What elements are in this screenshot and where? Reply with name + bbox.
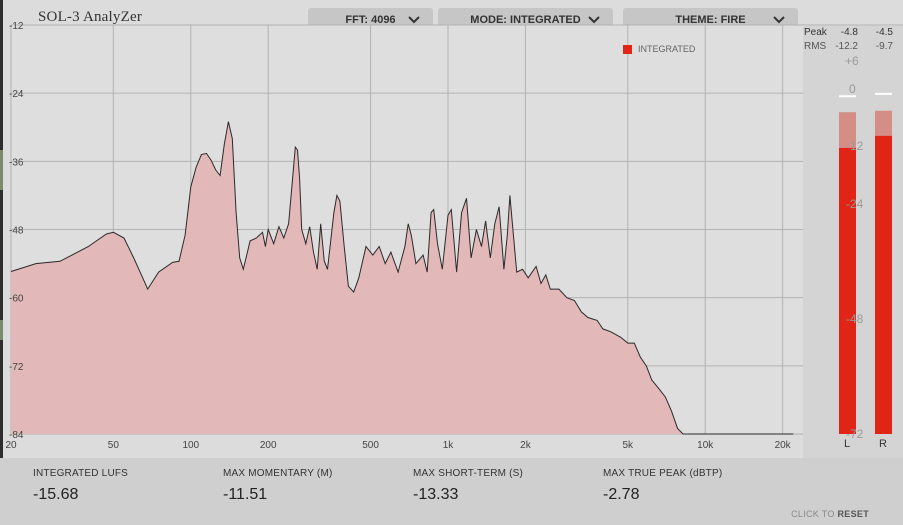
y-tick-label: -24	[9, 89, 24, 100]
legend-swatch	[623, 44, 632, 54]
y-tick-label: -48	[9, 226, 24, 237]
x-tick-label: 10k	[697, 440, 714, 451]
stat-label: MAX TRUE PEAK (dBTP)	[603, 468, 723, 479]
stat-label: MAX SHORT-TERM (S)	[413, 468, 524, 479]
stat-label: MAX MOMENTARY (M)	[223, 468, 333, 479]
x-tick-label: 2k	[520, 440, 532, 451]
rms-right-value: -9.7	[875, 41, 893, 52]
peak-right-value: -4.5	[875, 27, 893, 38]
chevron-down-icon	[408, 16, 420, 24]
level-meters	[839, 92, 892, 434]
legend-label: INTEGRATED	[638, 44, 696, 54]
x-tick-label: 5k	[622, 440, 634, 451]
stat-integrated-lufs: INTEGRATED LUFS -15.68	[33, 468, 128, 504]
stat-value: -13.33	[413, 486, 459, 503]
stat-value: -11.51	[223, 486, 268, 503]
reset-action: RESET	[837, 509, 869, 519]
mode-label: MODE: INTEGRATED	[470, 13, 581, 26]
rms-left-value: -12.2	[835, 41, 858, 52]
stat-value: -2.78	[603, 486, 640, 503]
meter-peak-hold	[839, 95, 856, 98]
meter-left-label: L	[844, 438, 851, 450]
spectrum-line	[10, 121, 794, 435]
reset-prefix: CLICK TO	[791, 509, 835, 519]
x-tick-label: 100	[182, 440, 199, 451]
x-tick-label: 20k	[775, 440, 792, 451]
x-tick-label: 20	[5, 440, 17, 451]
y-tick-label: -36	[9, 157, 24, 168]
y-tick-label: -72	[9, 362, 24, 373]
x-tick-label: 200	[260, 440, 277, 451]
meter-scale-label: -48	[846, 312, 864, 326]
chevron-down-icon	[773, 16, 785, 24]
peak-readout: Peak -4.8 -4.5	[803, 27, 903, 40]
loudness-stats-bar: INTEGRATED LUFS -15.68 MAX MOMENTARY (M)…	[0, 458, 903, 525]
chart-legend: INTEGRATED	[623, 44, 695, 54]
y-tick-label: -84	[9, 430, 24, 441]
meter-peak-hold	[875, 92, 892, 95]
fft-size-label: FFT: 4096	[345, 13, 396, 26]
reset-button[interactable]: CLICK TO RESET	[791, 509, 869, 519]
y-tick-label: -12	[9, 21, 24, 32]
rms-readout: RMS -12.2 -9.7	[803, 41, 903, 54]
spectrum-area	[11, 121, 794, 434]
y-tick-label: -60	[9, 294, 24, 305]
app-title: SOL-3 AnalyZer	[38, 9, 143, 25]
meter-right-label: R	[879, 438, 887, 450]
meter-scale-label: +6	[845, 54, 859, 68]
meter-rms-bar	[875, 135, 892, 434]
meter-rms-bar	[839, 147, 856, 434]
meter-scale-label: -24	[846, 197, 864, 211]
chevron-down-icon	[588, 16, 600, 24]
x-tick-label: 1k	[443, 440, 455, 451]
stat-max-short-term: MAX SHORT-TERM (S) -13.33	[413, 468, 523, 504]
theme-label: THEME: FIRE	[675, 13, 746, 26]
meter-scale-label: -12	[846, 139, 864, 153]
meter-scale-label: 0	[849, 82, 856, 96]
left-edge-strip	[0, 0, 3, 525]
x-tick-label: 500	[362, 440, 379, 451]
peak-label: Peak	[804, 27, 827, 38]
meter-scale-label: -72	[846, 427, 864, 441]
stat-max-true-peak: MAX TRUE PEAK (dBTP) -2.78	[603, 468, 722, 504]
x-tick-label: 50	[108, 440, 120, 451]
spectrum-chart: 20 50 100 200 500 1k 2k 5k 10k 20k -12 -24 -36 -48 -60…	[5, 21, 903, 451]
rms-label: RMS	[804, 41, 827, 52]
stat-label: INTEGRATED LUFS	[33, 468, 129, 479]
stat-max-momentary: MAX MOMENTARY (M) -11.51	[223, 468, 333, 504]
peak-left-value: -4.8	[840, 27, 858, 38]
stat-value: -15.68	[33, 486, 79, 503]
